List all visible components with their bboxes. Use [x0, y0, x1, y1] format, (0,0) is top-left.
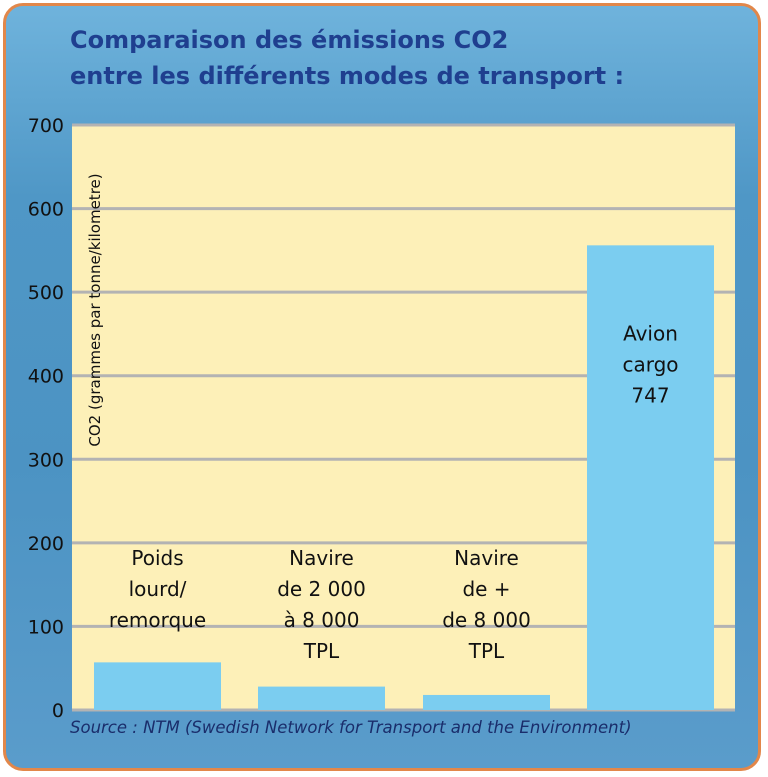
y-tick-label: 700: [28, 115, 64, 137]
y-tick-label: 200: [28, 533, 64, 555]
bar-category-label: Navire de + de 8 000 TPL: [442, 546, 531, 663]
title-line-1: Comparaison des émissions CO2: [70, 26, 509, 54]
y-axis-ticks: 0 100 200 300 400 500 600 700: [28, 115, 64, 722]
bar-labels: Poids lourd/remorque Navire de 2 000 à 8 000…: [109, 321, 679, 663]
bar: [258, 686, 385, 710]
bar: [423, 694, 550, 710]
chart-title: Comparaison des émissions CO2 entre les …: [70, 22, 624, 94]
bar: [587, 245, 714, 711]
source-note: Source : NTM (Swedish Network for Transp…: [70, 718, 632, 737]
y-tick-label: 300: [28, 449, 64, 471]
y-tick-label: 100: [28, 616, 64, 638]
bar-category-label: Poids lourd/remorque: [109, 546, 206, 632]
bar-category-label: Avion cargo 747: [622, 321, 678, 407]
y-tick-label: 400: [28, 366, 64, 388]
bar: [94, 662, 221, 710]
title-line-2: entre les différents modes de transport …: [70, 62, 625, 90]
y-tick-label: 500: [28, 282, 64, 304]
y-tick-label: 600: [28, 199, 64, 221]
bars: [94, 245, 714, 711]
y-axis-label: CO2 (grammes par tonne/kilometre): [86, 173, 104, 446]
bar-category-label: Navire de 2 000 à 8 000 TPL: [277, 546, 366, 663]
y-tick-label: 0: [52, 700, 64, 722]
